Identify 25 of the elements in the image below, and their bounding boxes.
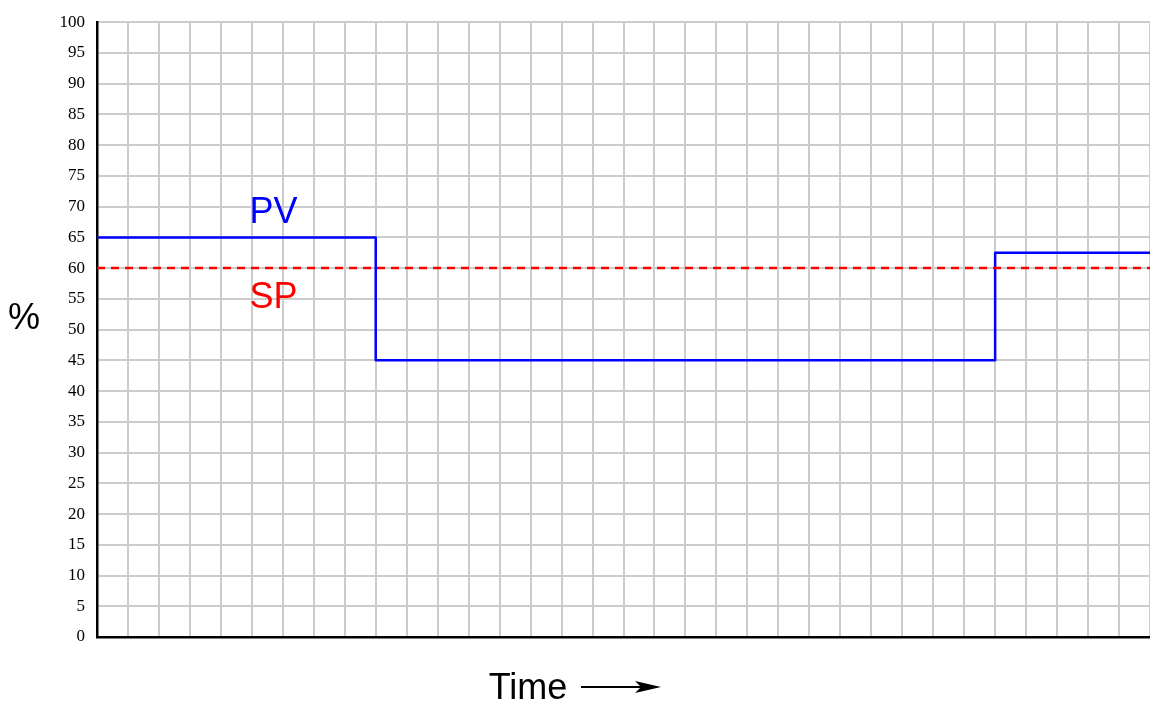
y-tick-label: 20 [68,503,85,523]
y-tick-label: 30 [68,442,85,462]
y-tick-label: 40 [68,380,85,400]
y-tick-label: 50 [68,319,85,339]
series-label: PV [249,190,298,232]
y-tick-label: 100 [59,11,85,31]
y-tick-label: 90 [68,73,85,93]
y-tick-label: 25 [68,472,85,492]
y-tick-label: 75 [68,165,85,185]
ref-line-label: SP [249,275,298,317]
y-tick-label: 5 [76,595,85,615]
y-axis-title: % [8,296,41,338]
y-tick-label: 60 [68,257,85,277]
y-tick-label: 80 [68,134,85,154]
y-tick-label: 15 [68,534,85,554]
y-tick-label: 55 [68,288,85,308]
y-tick-label: 95 [68,42,85,62]
y-tick-label: 70 [68,196,85,216]
y-tick-label: 10 [68,564,85,584]
y-tick-label: 45 [68,349,85,369]
y-tick-label: 35 [68,411,85,431]
y-tick-label: 85 [68,103,85,123]
y-tick-label: 65 [68,226,85,246]
x-axis-title: Time [488,666,568,703]
y-tick-label: 0 [76,626,85,646]
